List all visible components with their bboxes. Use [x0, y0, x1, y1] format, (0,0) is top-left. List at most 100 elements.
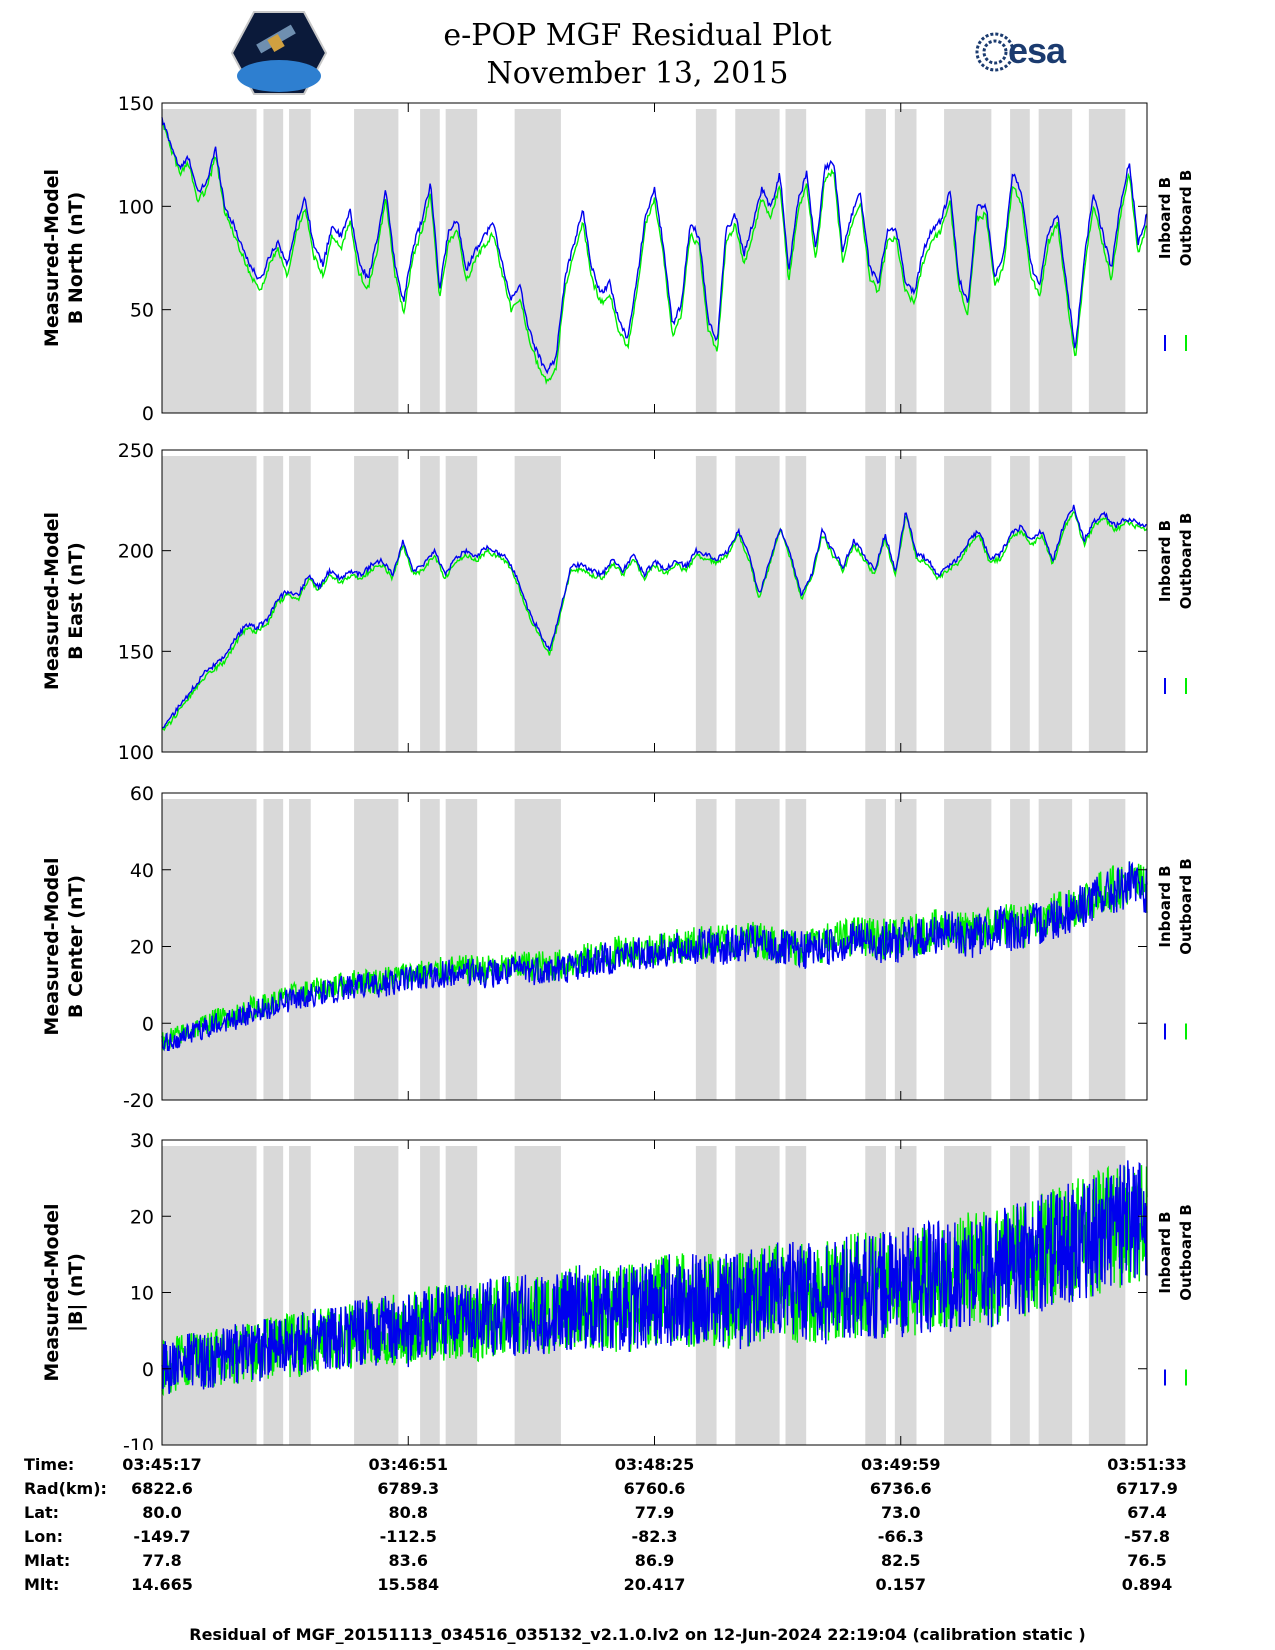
info-cell: 6717.9 — [1116, 1479, 1178, 1498]
shaded-region — [1010, 456, 1030, 752]
y-tick-label: 40 — [130, 860, 154, 882]
info-cell: 20.417 — [623, 1575, 686, 1594]
y-tick-label: 100 — [118, 196, 154, 218]
info-cell: 03:48:25 — [614, 1455, 695, 1474]
series-line-inboard — [161, 504, 1148, 729]
y-tick-label: 20 — [130, 1206, 154, 1228]
shaded-region — [354, 109, 399, 413]
series-line-inboard — [161, 1160, 1148, 1394]
shaded-region — [1010, 109, 1030, 413]
info-cell: -112.5 — [379, 1527, 437, 1546]
series-line-inboard — [161, 117, 1148, 375]
info-row-label: Mlt: — [24, 1575, 60, 1594]
y-tick-label: 250 — [118, 440, 154, 462]
y-tick-label: 0 — [142, 1359, 154, 1381]
shaded-region — [354, 1146, 399, 1445]
shaded-region — [420, 109, 440, 413]
orbit-info-table: Time: Rad(km): Lat: Lon: Mlat: Mlt: 03:45:17 68… — [0, 1455, 1275, 1615]
shaded-region — [1088, 109, 1126, 413]
legend-entry: Inboard B — [1156, 1211, 1174, 1293]
shaded-region — [735, 456, 780, 752]
panel-4: -10 0 10 20 30 Measured-Model |B| (nT) Inboard … — [41, 1130, 1195, 1450]
legend-entry: Outboard B — [1177, 858, 1195, 955]
series-line-outboard — [161, 861, 1148, 1051]
info-cell: 6736.6 — [869, 1479, 932, 1498]
info-cell: 86.9 — [634, 1551, 675, 1570]
footer-caption: Residual of MGF_20151113_034516_035132_v… — [189, 1625, 1086, 1644]
y-tick-label: 100 — [118, 742, 154, 764]
legend-entry: Outboard B — [1177, 1204, 1195, 1301]
y-axis-label: B North (nT) — [65, 192, 87, 325]
info-cell: 73.0 — [881, 1503, 921, 1522]
shaded-region — [785, 456, 807, 752]
info-cell: 80.8 — [388, 1503, 428, 1522]
info-row-label: Lon: — [24, 1527, 63, 1546]
series-line-inboard — [161, 861, 1148, 1052]
shaded-region — [420, 799, 440, 1100]
shaded-region — [944, 456, 992, 752]
info-cell: 03:45:17 — [122, 1455, 202, 1474]
shaded-region — [162, 799, 257, 1100]
y-axis-label: Measured-Model — [41, 169, 63, 347]
shaded-region — [894, 109, 917, 413]
shaded-region — [289, 109, 311, 413]
shaded-region — [695, 456, 717, 752]
y-tick-label: -20 — [123, 1090, 154, 1112]
shaded-region — [514, 456, 561, 752]
info-cell: 83.6 — [388, 1551, 428, 1570]
info-cell: 82.5 — [881, 1551, 921, 1570]
shaded-region — [695, 109, 717, 413]
shaded-region — [445, 799, 478, 1100]
shaded-region — [735, 109, 780, 413]
y-axis-label: B East (nT) — [65, 542, 87, 660]
shaded-region — [1088, 799, 1126, 1100]
series-line-outboard — [161, 511, 1148, 732]
info-cell: 77.9 — [634, 1503, 675, 1522]
info-cell: 80.0 — [142, 1503, 182, 1522]
shaded-region — [289, 456, 311, 752]
y-tick-label: 0 — [142, 1013, 154, 1035]
panel-1: 0 50 100 150 Measured-Model B North (nT) Inboa… — [41, 93, 1195, 425]
shaded-region — [1038, 456, 1073, 752]
page-title: e-POP MGF Residual Plot — [443, 18, 832, 53]
esa-logo-text: esa — [1008, 30, 1066, 71]
y-tick-label: 50 — [130, 300, 154, 322]
shaded-region — [162, 1146, 257, 1445]
info-cell: 6760.6 — [623, 1479, 686, 1498]
y-tick-label: 200 — [118, 541, 154, 563]
shaded-region — [289, 1146, 311, 1445]
y-axis-label: Measured-Model — [41, 857, 63, 1035]
shaded-region — [263, 109, 284, 413]
legend-entry: Inboard B — [1156, 865, 1174, 947]
series-line-outboard — [161, 121, 1148, 385]
y-tick-label: 60 — [130, 783, 154, 805]
info-cell: 15.584 — [377, 1575, 440, 1594]
shaded-region — [420, 1146, 440, 1445]
info-cell: 6789.3 — [377, 1479, 440, 1498]
panel-2: 100 150 200 250 Measured-Model B East (nT) Inb… — [41, 440, 1195, 764]
info-cell: 03:49:59 — [860, 1455, 941, 1474]
info-cell: -149.7 — [133, 1527, 191, 1546]
shaded-region — [420, 456, 440, 752]
info-cell: 14.665 — [131, 1575, 193, 1594]
info-cell: -57.8 — [1123, 1527, 1171, 1546]
legend-entry: Outboard B — [1177, 170, 1195, 267]
y-tick-label: -10 — [123, 1435, 154, 1450]
y-tick-label: 30 — [130, 1130, 154, 1152]
esa-logo-icon — [975, 32, 1015, 72]
shaded-region — [354, 456, 399, 752]
shaded-region — [1038, 1146, 1073, 1445]
legend-entry: Inboard B — [1156, 520, 1174, 602]
shaded-region — [1088, 456, 1126, 752]
shaded-region — [445, 109, 478, 413]
info-cell: -82.3 — [631, 1527, 678, 1546]
shaded-region — [944, 109, 992, 413]
info-row-label: Lat: — [24, 1503, 60, 1522]
info-cell: 0.157 — [875, 1575, 927, 1594]
shaded-region — [354, 799, 399, 1100]
info-row-label: Mlat: — [24, 1551, 71, 1570]
shaded-region — [289, 799, 311, 1100]
legend-entry: Inboard B — [1156, 177, 1174, 259]
y-tick-label: 150 — [118, 93, 154, 115]
